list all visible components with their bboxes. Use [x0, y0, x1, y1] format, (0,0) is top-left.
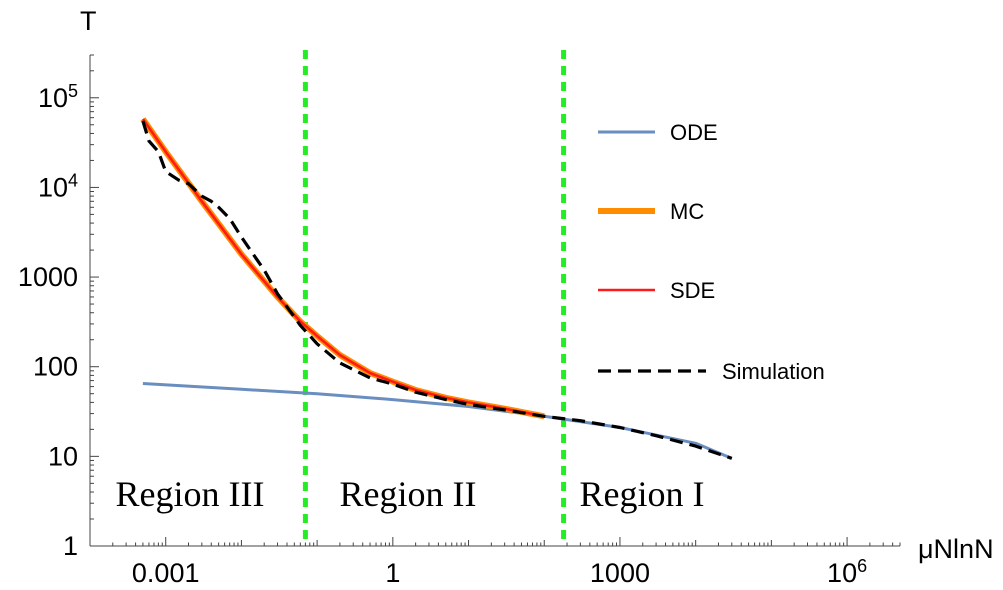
series-layer [140, 117, 733, 460]
legend-label-simulation: Simulation [722, 359, 825, 384]
x-tick-label: 0.001 [132, 558, 200, 588]
y-axis-title: T [80, 6, 97, 36]
series-simulation-line [141, 120, 733, 460]
axes [89, 55, 900, 547]
y-tick-label: 10 [48, 441, 78, 471]
legend-label-ode: ODE [670, 120, 718, 145]
y-tick-label: 105 [38, 81, 78, 113]
region-labels: Region III Region II Region I [116, 474, 705, 514]
y-tick-label: 1000 [18, 262, 78, 292]
region-label-1: Region III [116, 474, 265, 514]
x-tick-label: 1 [385, 558, 400, 588]
legend-label-sde: SDE [670, 278, 715, 303]
legend-label-mc: MC [670, 199, 704, 224]
y-tick-label: 100 [33, 352, 78, 382]
legend: ODE MC SDE Simulation [598, 120, 825, 384]
x-tick-label: 106 [827, 556, 867, 588]
series-sde-line [141, 118, 545, 418]
region-label-2: Region II [340, 474, 477, 514]
y-tick-label: 104 [38, 170, 78, 202]
region-label-3: Region I [580, 474, 705, 514]
region-dividers [302, 50, 567, 546]
x-tick-label: 1000 [590, 558, 650, 588]
y-tick-label: 1 [63, 531, 78, 561]
ticks: 0.001 1 1000 106 1 10 100 1000 104 105 [18, 54, 901, 588]
x-axis-title: μNlnN [918, 534, 994, 564]
series-mc-line [140, 117, 545, 420]
